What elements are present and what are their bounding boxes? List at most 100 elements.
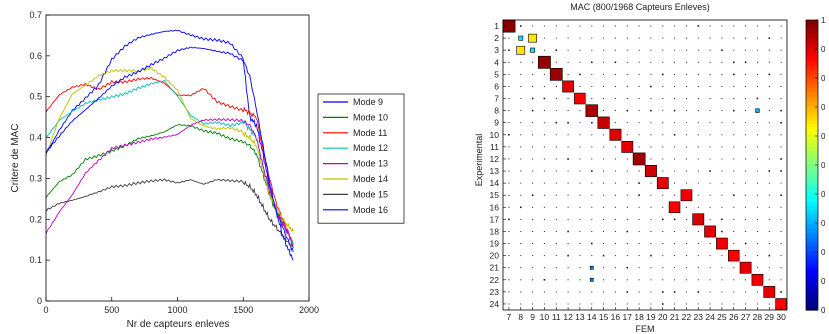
heatmap-dot bbox=[745, 25, 747, 27]
heatmap-dot bbox=[591, 291, 593, 293]
heatmap-dot bbox=[614, 146, 616, 148]
heatmap-dot bbox=[721, 98, 723, 99]
heatmap-dot bbox=[543, 134, 545, 136]
heatmap-dot bbox=[697, 279, 699, 281]
heatmap-dot bbox=[744, 61, 747, 64]
heatmap-dot bbox=[709, 134, 711, 136]
heatmap-dot bbox=[674, 61, 676, 63]
heatmap-dot bbox=[756, 170, 758, 172]
heatmap-dot bbox=[555, 218, 557, 220]
heatmap-dot bbox=[508, 243, 510, 244]
heatmap-cell bbox=[621, 141, 634, 153]
heatmap-dot bbox=[733, 279, 735, 281]
heatmap-dot bbox=[603, 218, 605, 220]
heatmap-dot bbox=[674, 267, 676, 269]
heatmap-y-tick-label: 7 bbox=[494, 94, 499, 104]
heatmap-dot bbox=[697, 37, 699, 39]
colorbar-segment bbox=[806, 151, 818, 157]
heatmap-dot bbox=[768, 25, 770, 27]
heatmap-dot bbox=[780, 49, 782, 51]
heatmap-y-tick-label: 4 bbox=[494, 57, 499, 67]
heatmap-dot bbox=[555, 291, 557, 293]
heatmap-dot bbox=[555, 121, 558, 124]
heatmap-dot bbox=[780, 158, 782, 160]
heatmap-dot bbox=[780, 170, 782, 172]
colorbar-segment bbox=[806, 33, 818, 39]
heatmap-dot bbox=[768, 170, 771, 172]
heatmap-dot bbox=[709, 194, 711, 196]
heatmap-cell bbox=[692, 213, 705, 226]
heatmap-dot bbox=[555, 98, 557, 99]
heatmap-dot bbox=[638, 37, 640, 39]
line-chart-ticks: 0 500 1000 1500 2000 0 0.1 0.2 0.3 0.4 0.5 0.6 0.7 bbox=[29, 10, 319, 315]
heatmap-dot bbox=[591, 303, 593, 305]
colorbar-segment bbox=[806, 269, 818, 275]
heatmap-dot bbox=[508, 231, 510, 232]
heatmap-dot bbox=[662, 279, 664, 281]
heatmap-dot bbox=[673, 291, 676, 293]
heatmap-dot bbox=[768, 231, 770, 232]
heatmap-cell bbox=[609, 128, 622, 141]
heatmap-dot bbox=[579, 61, 581, 63]
heatmap-dot bbox=[614, 206, 616, 208]
colorbar-tick-label: 0 bbox=[821, 219, 826, 228]
heatmap-dot bbox=[662, 255, 664, 257]
heatmap-dot bbox=[626, 206, 628, 208]
colorbar-segment bbox=[806, 87, 818, 94]
colorbar-segment bbox=[806, 124, 818, 130]
heatmap-dot bbox=[591, 218, 593, 220]
heatmap-dot bbox=[768, 134, 770, 136]
heatmap-dot bbox=[532, 61, 534, 63]
heatmap-dot bbox=[768, 194, 770, 196]
heatmap-x-tick-label: 27 bbox=[741, 312, 751, 322]
heatmap-dot bbox=[662, 86, 664, 87]
heatmap-dot bbox=[543, 37, 545, 39]
heatmap-dot bbox=[733, 303, 735, 305]
heatmap-dot bbox=[532, 170, 534, 172]
heatmap-dot bbox=[768, 182, 770, 184]
y-tick-label: 0 bbox=[37, 296, 42, 306]
heatmap-dot bbox=[697, 25, 700, 27]
heatmap-dot bbox=[543, 122, 545, 124]
colorbar-segment bbox=[806, 115, 818, 121]
heatmap-dot bbox=[662, 243, 664, 244]
heatmap-dot bbox=[626, 243, 628, 244]
heatmap-dot bbox=[733, 25, 735, 27]
heatmap-dot bbox=[532, 158, 534, 160]
colorbar-segment bbox=[806, 214, 818, 220]
heatmap-cell bbox=[680, 189, 693, 202]
heatmap-dot bbox=[780, 194, 782, 196]
heatmap-dot bbox=[520, 231, 522, 232]
heatmap-dot bbox=[768, 73, 771, 76]
line-chart-series bbox=[45, 29, 294, 261]
heatmap-x-tick-label: 28 bbox=[753, 312, 763, 322]
heatmap-dot bbox=[697, 182, 699, 184]
legend-label: Mode 14 bbox=[353, 174, 388, 184]
heatmap-dot bbox=[567, 194, 569, 196]
heatmap-dot bbox=[733, 218, 735, 220]
heatmap-dot bbox=[756, 134, 758, 136]
heatmap-dot bbox=[626, 134, 628, 136]
heatmap-dot bbox=[543, 182, 545, 184]
heatmap-dot bbox=[697, 73, 699, 75]
heatmap-dot bbox=[579, 86, 581, 87]
heatmap-dot bbox=[614, 98, 616, 99]
colorbar-segment bbox=[806, 174, 818, 180]
heatmap-dot bbox=[673, 109, 676, 112]
heatmap-dot bbox=[603, 231, 605, 232]
x-tick-label: 0 bbox=[43, 305, 48, 315]
heatmap-dot bbox=[543, 255, 545, 257]
heatmap-dot bbox=[685, 86, 687, 87]
heatmap-x-tick-label: 30 bbox=[776, 312, 786, 322]
heatmap-dot bbox=[780, 134, 782, 136]
heatmap-dot bbox=[638, 206, 640, 208]
heatmap-y-tick-label: 1 bbox=[494, 21, 499, 31]
heatmap-dot bbox=[697, 291, 700, 293]
heatmap-dot bbox=[508, 267, 510, 269]
series-line-mode-11 bbox=[45, 76, 294, 245]
legend-label: Mode 9 bbox=[353, 97, 383, 107]
heatmap-dot bbox=[673, 134, 676, 136]
heatmap-dot bbox=[508, 194, 510, 196]
heatmap-dot bbox=[532, 206, 534, 208]
heatmap-x-tick-label: 9 bbox=[530, 312, 535, 322]
